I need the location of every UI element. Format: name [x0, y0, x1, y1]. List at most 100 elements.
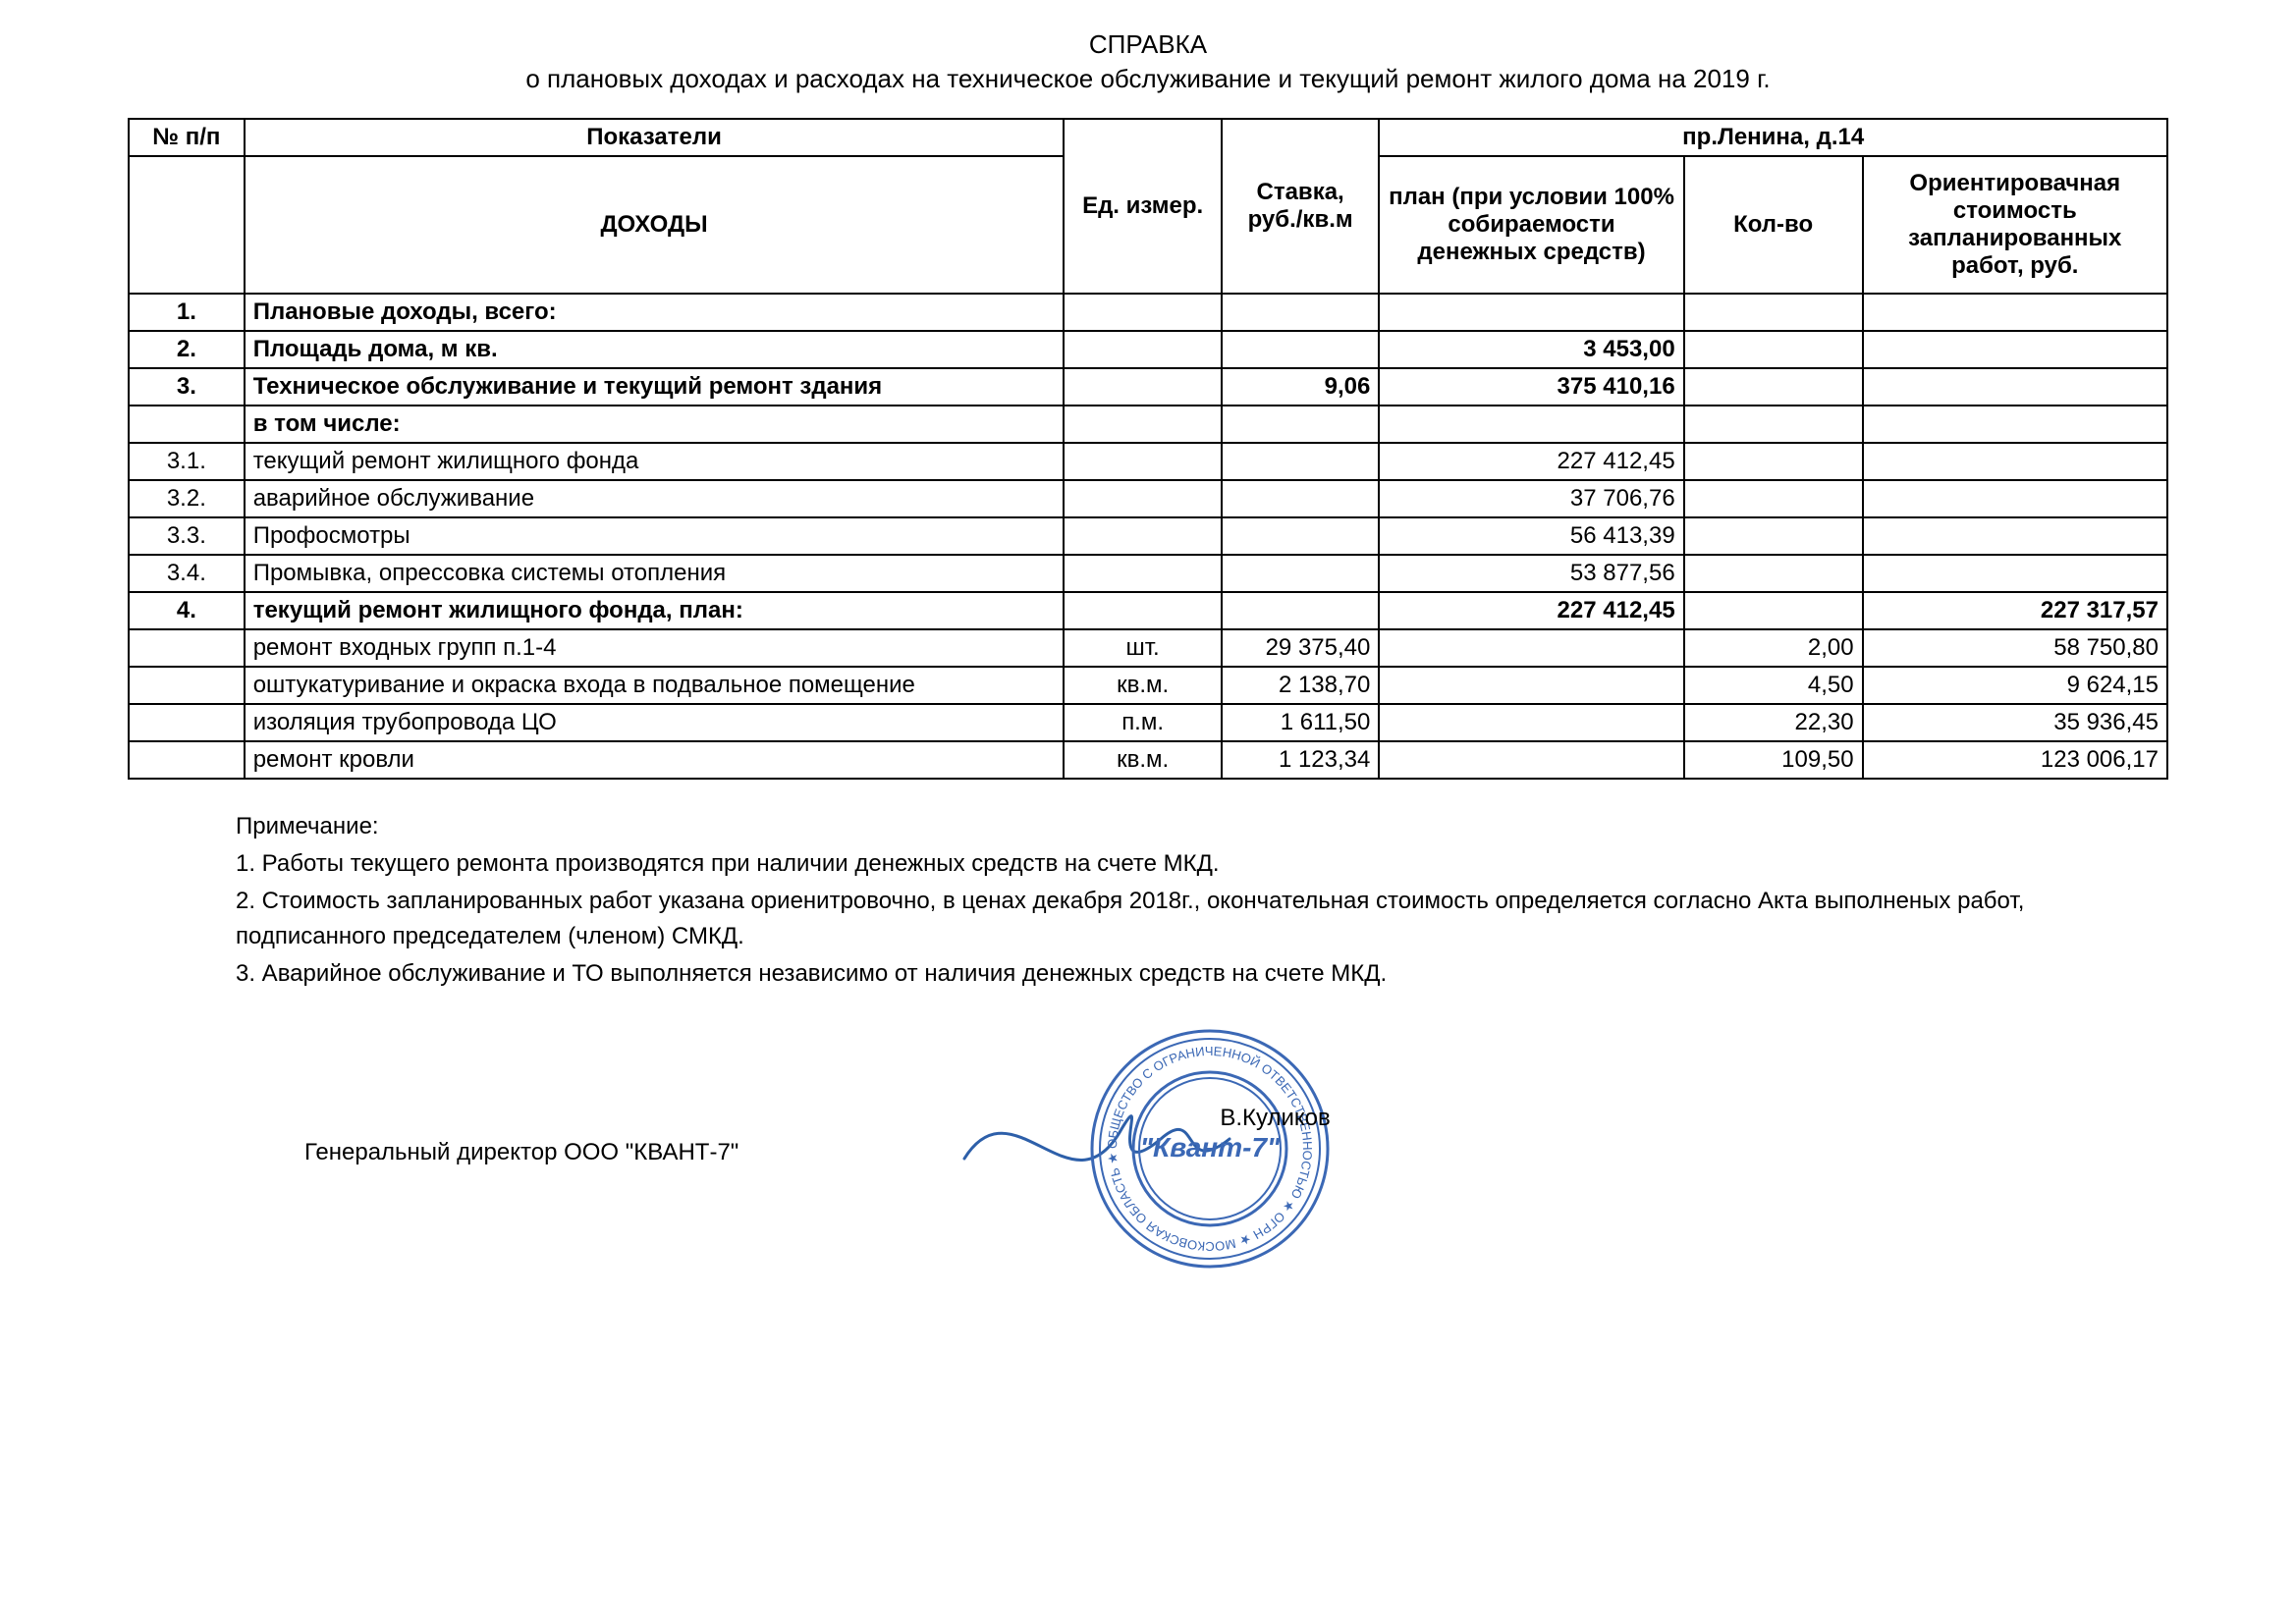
table-cell	[1064, 331, 1222, 368]
table-cell: 29 375,40	[1222, 629, 1380, 667]
table-cell: 53 877,56	[1379, 555, 1683, 592]
table-cell: Промывка, опрессовка системы отопления	[245, 555, 1065, 592]
table-cell	[1064, 368, 1222, 406]
table-cell	[1684, 517, 1863, 555]
table-cell	[1222, 331, 1380, 368]
notes-heading: Примечание:	[236, 809, 2102, 844]
table-cell	[1222, 517, 1380, 555]
main-table: № п/п Показатели Ед. измер. Ставка, руб.…	[128, 118, 2168, 780]
notes-block: Примечание: 1. Работы текущего ремонта п…	[236, 809, 2102, 992]
table-cell	[1222, 294, 1380, 331]
col-plan-header: план (при условии 100% собираемости дене…	[1379, 156, 1683, 294]
table-cell	[1379, 629, 1683, 667]
table-cell	[1684, 592, 1863, 629]
table-cell	[1684, 294, 1863, 331]
table-cell: аварийное обслуживание	[245, 480, 1065, 517]
table-row: 3.2.аварийное обслуживание37 706,76	[129, 480, 2167, 517]
note-item: 2. Стоимость запланированных работ указа…	[236, 884, 2102, 954]
col-rate-header: Ставка, руб./кв.м	[1222, 119, 1380, 294]
stamp-icon: ОБЩЕСТВО С ОГРАНИЧЕННОЙ ОТВЕТСТВЕННОСТЬЮ…	[955, 1021, 1367, 1276]
table-cell: 3.1.	[129, 443, 245, 480]
svg-text:"Квант-7": "Квант-7"	[1140, 1132, 1281, 1163]
table-cell: 4,50	[1684, 667, 1863, 704]
table-cell	[129, 704, 245, 741]
col-cost-header: Ориентировачная стоимость запланированны…	[1863, 156, 2167, 294]
table-cell: кв.м.	[1064, 667, 1222, 704]
table-cell	[1064, 406, 1222, 443]
table-cell: 1.	[129, 294, 245, 331]
table-cell	[1064, 517, 1222, 555]
table-cell	[1379, 294, 1683, 331]
table-cell: 56 413,39	[1379, 517, 1683, 555]
table-cell: кв.м.	[1064, 741, 1222, 779]
table-cell	[1684, 331, 1863, 368]
col-indicator-header: Показатели	[245, 119, 1065, 156]
doc-title: СПРАВКА	[128, 29, 2168, 60]
table-cell	[129, 741, 245, 779]
table-cell	[1379, 741, 1683, 779]
table-cell: 109,50	[1684, 741, 1863, 779]
table-row: 3.3.Профосмотры56 413,39	[129, 517, 2167, 555]
table-cell: 3.2.	[129, 480, 245, 517]
table-cell: 9 624,15	[1863, 667, 2167, 704]
table-row: 1.Плановые доходы, всего:	[129, 294, 2167, 331]
table-cell	[129, 667, 245, 704]
table-cell: 3 453,00	[1379, 331, 1683, 368]
table-cell: 2.	[129, 331, 245, 368]
table-cell: шт.	[1064, 629, 1222, 667]
table-cell	[1222, 555, 1380, 592]
table-row: 3.1.текущий ремонт жилищного фонда227 41…	[129, 443, 2167, 480]
col-qty-header: Кол-во	[1684, 156, 1863, 294]
table-cell	[129, 406, 245, 443]
table-cell	[1684, 368, 1863, 406]
table-cell	[1064, 480, 1222, 517]
table-cell: 227 412,45	[1379, 592, 1683, 629]
doc-subtitle: о плановых доходах и расходах на техниче…	[128, 64, 2168, 94]
table-cell	[1064, 443, 1222, 480]
table-row: ремонт входных групп п.1-4шт.29 375,402,…	[129, 629, 2167, 667]
table-cell: Плановые доходы, всего:	[245, 294, 1065, 331]
table-cell	[1222, 480, 1380, 517]
table-cell: 227 317,57	[1863, 592, 2167, 629]
table-cell: 9,06	[1222, 368, 1380, 406]
empty-cell	[129, 156, 245, 294]
table-row: в том числе:	[129, 406, 2167, 443]
table-cell: 3.3.	[129, 517, 245, 555]
table-cell	[1379, 667, 1683, 704]
table-cell	[1863, 517, 2167, 555]
table-cell: 375 410,16	[1379, 368, 1683, 406]
table-cell: 35 936,45	[1863, 704, 2167, 741]
signatory-role: Генеральный директор ООО "КВАНТ-7"	[304, 1139, 738, 1166]
table-cell	[1064, 555, 1222, 592]
table-row: 2.Площадь дома, м кв.3 453,00	[129, 331, 2167, 368]
note-item: 1. Работы текущего ремонта производятся …	[236, 846, 2102, 882]
table-cell	[1684, 406, 1863, 443]
table-cell: ремонт входных групп п.1-4	[245, 629, 1065, 667]
table-cell: в том числе:	[245, 406, 1065, 443]
table-cell: 3.	[129, 368, 245, 406]
header-row-1: № п/п Показатели Ед. измер. Ставка, руб.…	[129, 119, 2167, 156]
table-cell	[1863, 331, 2167, 368]
table-cell: текущий ремонт жилищного фонда, план:	[245, 592, 1065, 629]
table-cell	[1863, 480, 2167, 517]
table-cell: 22,30	[1684, 704, 1863, 741]
address-header: пр.Ленина, д.14	[1379, 119, 2167, 156]
table-cell	[1684, 443, 1863, 480]
table-row: 3.4.Промывка, опрессовка системы отоплен…	[129, 555, 2167, 592]
table-cell	[1222, 443, 1380, 480]
table-cell	[1863, 406, 2167, 443]
table-cell	[1863, 368, 2167, 406]
table-cell: 4.	[129, 592, 245, 629]
table-cell	[1863, 555, 2167, 592]
table-cell	[1222, 406, 1380, 443]
table-cell: текущий ремонт жилищного фонда	[245, 443, 1065, 480]
document-page: СПРАВКА о плановых доходах и расходах на…	[0, 0, 2296, 1623]
income-header: ДОХОДЫ	[245, 156, 1065, 294]
table-cell	[1863, 294, 2167, 331]
table-cell: ремонт кровли	[245, 741, 1065, 779]
table-cell	[1863, 443, 2167, 480]
signatory-name: В.Куликов	[1220, 1105, 1330, 1132]
col-num-header: № п/п	[129, 119, 245, 156]
table-cell: 1 123,34	[1222, 741, 1380, 779]
table-cell: 2 138,70	[1222, 667, 1380, 704]
